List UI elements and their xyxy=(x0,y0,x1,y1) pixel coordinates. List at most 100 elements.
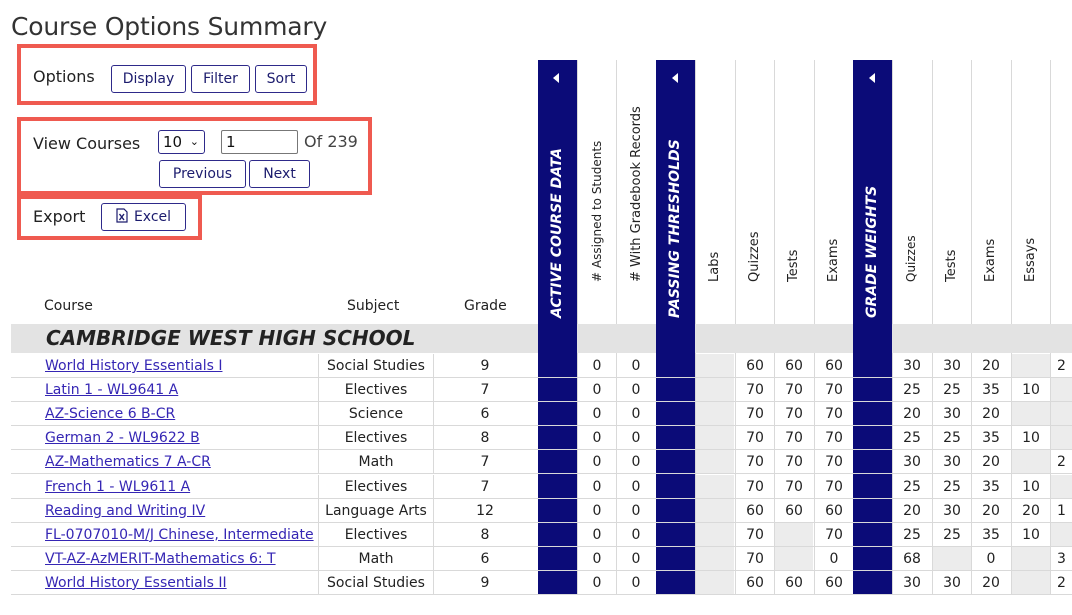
weight-essays-header[interactable]: Essays xyxy=(1023,237,1038,282)
extra-cell: 3 xyxy=(1057,550,1066,567)
course-link[interactable]: AZ-Mathematics 7 A-CR xyxy=(45,454,211,471)
w-tests-cell xyxy=(933,547,971,571)
course-cell: World History Essentials II xyxy=(45,571,317,595)
p-labs-cell xyxy=(696,571,734,595)
gradebook-cell: 0 xyxy=(631,454,641,471)
p-labs-cell xyxy=(696,426,734,450)
cell-divider xyxy=(433,402,434,427)
course-link[interactable]: Latin 1 - WL9641 A xyxy=(45,382,179,399)
weight-quizzes-header[interactable]: Quizzes xyxy=(904,235,918,282)
cell-divider xyxy=(433,522,434,547)
course-column-header[interactable]: Course xyxy=(44,298,93,314)
total-pages-text: Of 239 xyxy=(304,132,358,151)
empty-cell-shade xyxy=(1012,546,1050,570)
cell-divider xyxy=(318,546,319,571)
course-link[interactable]: Reading and Writing IV xyxy=(45,502,206,519)
grade-cell: 6 xyxy=(480,550,490,567)
p-tests-cell: 70 xyxy=(785,478,803,495)
p-exams-cell: 60 xyxy=(825,502,843,519)
empty-cell-shade xyxy=(1051,378,1072,402)
table-row: AZ-Mathematics 7 A-CR Math 7 0 0 70 70 70 30 30 20… xyxy=(11,450,1072,475)
p-quizzes-cell: 70 xyxy=(746,478,764,495)
page-number-input[interactable]: 1 xyxy=(221,130,298,154)
p-exams-cell: 70 xyxy=(825,382,843,399)
w-exams-cell: 0 xyxy=(986,550,996,567)
table-row: German 2 - WL9622 B Electives 8 0 0 70 70 70 25 2… xyxy=(11,426,1072,451)
p-exams-cell: 70 xyxy=(825,406,843,423)
grade-cell: 7 xyxy=(480,382,490,399)
previous-button[interactable]: Previous xyxy=(159,160,246,188)
gradebook-cell: 0 xyxy=(631,406,641,423)
course-link[interactable]: VT-AZ-AzMERIT-Mathematics 6: T xyxy=(45,550,276,567)
course-link[interactable]: German 2 - WL9622 B xyxy=(45,430,200,447)
table-row: World History Essentials I Social Studies… xyxy=(11,354,1072,378)
w-exams-cell: 35 xyxy=(982,430,1000,447)
tests-header[interactable]: Tests xyxy=(786,249,801,282)
w-quizzes-cell: 20 xyxy=(903,502,921,519)
view-courses-label: View Courses xyxy=(33,134,141,153)
cell-divider xyxy=(318,426,319,451)
extra-cell: 1 xyxy=(1057,502,1066,519)
grade-cell: 9 xyxy=(480,574,490,591)
filter-button[interactable]: Filter xyxy=(191,65,250,93)
excel-button[interactable]: Excel xyxy=(101,203,186,231)
page-size-select[interactable]: 10 ⌄ xyxy=(158,130,205,154)
labs-header[interactable]: Labs xyxy=(707,251,722,282)
w-quizzes-cell: 25 xyxy=(903,526,921,543)
course-link[interactable]: French 1 - WL9611 A xyxy=(45,478,191,495)
empty-cell-shade xyxy=(1012,354,1050,377)
assigned-cell: 0 xyxy=(592,478,602,495)
course-cell: World History Essentials I xyxy=(45,354,317,378)
course-link[interactable]: AZ-Science 6 B-CR xyxy=(45,406,176,423)
grade-weights-column[interactable] xyxy=(853,60,892,595)
w-essays-cell: 20 xyxy=(1022,502,1040,519)
extra-cell xyxy=(1051,402,1072,426)
subject-column-header[interactable]: Subject xyxy=(347,298,400,314)
display-button[interactable]: Display xyxy=(111,65,186,93)
row-divider xyxy=(11,497,1072,499)
subject-cell: Electives xyxy=(344,382,408,399)
subject-cell: Math xyxy=(358,454,394,471)
course-link[interactable]: World History Essentials II xyxy=(45,574,227,591)
gradebook-cell: 0 xyxy=(631,526,641,543)
p-quizzes-cell: 70 xyxy=(746,430,764,447)
collapse-active-icon[interactable] xyxy=(553,73,559,83)
collapse-weights-icon[interactable] xyxy=(869,73,875,83)
collapse-passing-icon[interactable] xyxy=(672,73,678,83)
assigned-cell: 0 xyxy=(592,406,602,423)
p-labs-cell xyxy=(696,450,734,474)
w-tests-cell: 25 xyxy=(943,478,961,495)
weight-exams-header[interactable]: Exams xyxy=(983,238,998,282)
passing-thresholds-column[interactable] xyxy=(656,60,695,595)
quizzes-header[interactable]: Quizzes xyxy=(747,231,762,282)
w-tests-cell: 30 xyxy=(943,574,961,591)
cell-divider xyxy=(433,378,434,403)
empty-cell-shade xyxy=(696,474,734,498)
w-essays-cell xyxy=(1012,402,1050,426)
grade-cell: 7 xyxy=(480,478,490,495)
sort-button[interactable]: Sort xyxy=(255,65,307,93)
exams-header[interactable]: Exams xyxy=(826,238,841,282)
row-divider xyxy=(11,449,1072,451)
cell-divider xyxy=(318,498,319,523)
cell-divider xyxy=(433,546,434,571)
course-link[interactable]: FL-0707010-M/J Chinese, Intermediate xyxy=(45,526,314,543)
assigned-to-students-header[interactable]: # Assigned to Students xyxy=(590,140,604,282)
weight-tests-header[interactable]: Tests xyxy=(944,249,959,282)
p-quizzes-cell: 70 xyxy=(746,406,764,423)
cell-divider xyxy=(318,522,319,547)
empty-cell-shade xyxy=(933,546,971,570)
w-essays-cell: 10 xyxy=(1022,478,1040,495)
w-quizzes-cell: 25 xyxy=(903,478,921,495)
table-row: FL-0707010-M/J Chinese, Intermediate Elec… xyxy=(11,522,1072,547)
active-course-data-column[interactable] xyxy=(538,60,577,595)
next-button[interactable]: Next xyxy=(249,160,310,188)
empty-cell-shade xyxy=(1012,450,1050,474)
grade-column-header[interactable]: Grade xyxy=(464,298,507,314)
empty-cell-shade xyxy=(696,498,734,522)
subject-cell: Social Studies xyxy=(327,574,425,591)
course-link[interactable]: World History Essentials I xyxy=(45,358,223,374)
cell-divider xyxy=(318,378,319,403)
with-gradebook-records-header[interactable]: # With Gradebook Records xyxy=(629,106,644,282)
active-course-data-header: ACTIVE COURSE DATA xyxy=(549,148,565,318)
